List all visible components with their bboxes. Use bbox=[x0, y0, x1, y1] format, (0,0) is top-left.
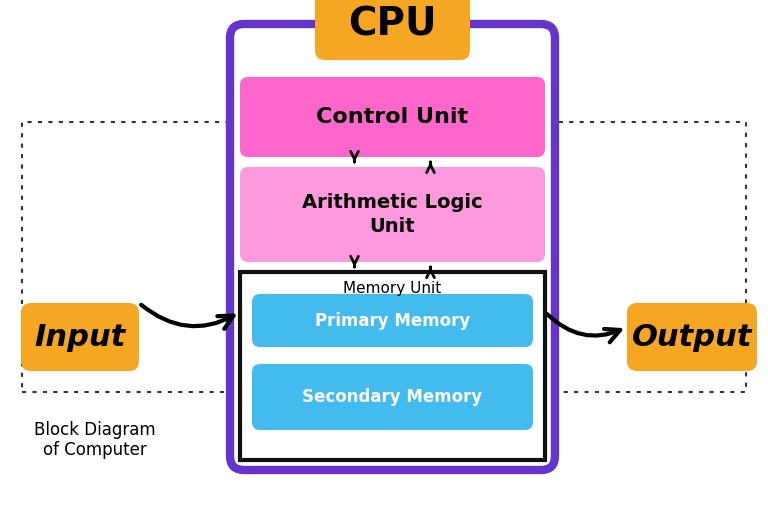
FancyBboxPatch shape bbox=[627, 303, 757, 371]
Bar bbox=[240, 272, 545, 460]
Text: Input: Input bbox=[35, 323, 126, 352]
Text: Primary Memory: Primary Memory bbox=[315, 311, 470, 330]
Text: Arithmetic Logic
Unit: Arithmetic Logic Unit bbox=[302, 193, 483, 237]
FancyBboxPatch shape bbox=[21, 303, 139, 371]
Text: Block Diagram
of Computer: Block Diagram of Computer bbox=[35, 420, 156, 459]
FancyBboxPatch shape bbox=[240, 77, 545, 157]
Bar bbox=[22, 122, 746, 392]
FancyBboxPatch shape bbox=[240, 167, 545, 262]
FancyBboxPatch shape bbox=[230, 24, 555, 470]
FancyBboxPatch shape bbox=[252, 294, 533, 347]
Text: Memory Unit: Memory Unit bbox=[343, 281, 442, 295]
Text: CPU: CPU bbox=[348, 5, 437, 43]
Text: Secondary Memory: Secondary Memory bbox=[303, 388, 482, 406]
FancyBboxPatch shape bbox=[315, 0, 470, 60]
Text: Output: Output bbox=[632, 323, 752, 352]
Text: Control Unit: Control Unit bbox=[316, 107, 468, 127]
FancyBboxPatch shape bbox=[252, 364, 533, 430]
